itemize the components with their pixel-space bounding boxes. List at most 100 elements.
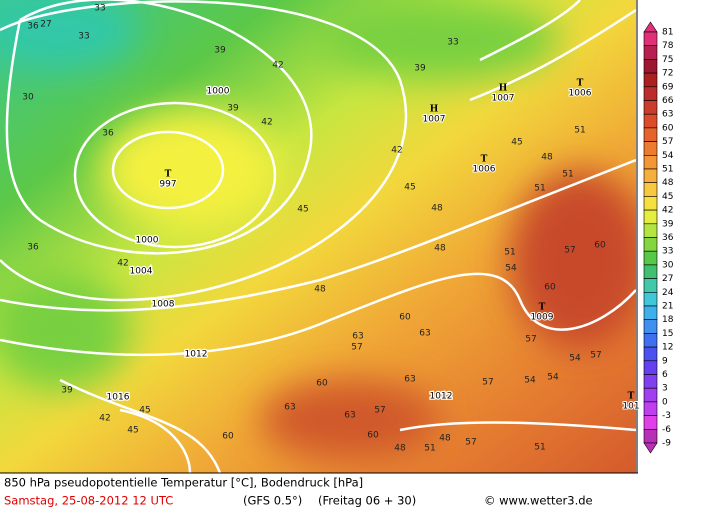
colorbar-label: 39 [662, 219, 674, 229]
pressure-symbol: H [499, 84, 508, 94]
temperature-label: 54 [569, 354, 581, 364]
map-field [0, 0, 636, 473]
temperature-label: 33 [94, 4, 105, 14]
temperature-label: 60 [222, 432, 234, 442]
temperature-label: 63 [344, 411, 355, 421]
isobar-label: 1008 [152, 300, 175, 310]
colorbar-box [643, 264, 658, 279]
temperature-label: 45 [297, 205, 308, 215]
colorbar-label: 54 [662, 151, 674, 161]
colorbar-label: 30 [662, 260, 674, 270]
temperature-label: 60 [399, 313, 411, 323]
temperature-label: 63 [404, 375, 415, 385]
temperature-label: 42 [99, 414, 110, 424]
isobar-label: 1016 [107, 393, 130, 403]
colorbar-box [643, 182, 658, 197]
isobar-label: 1012 [430, 392, 453, 402]
pressure-value: 1009 [531, 313, 554, 323]
temperature-label: 57 [482, 378, 493, 388]
temperature-label: 42 [117, 259, 128, 269]
colorbar-box [643, 45, 658, 60]
pressure-value: 1006 [473, 165, 496, 175]
colorbar-box [643, 141, 658, 156]
isobar-label: 1004 [130, 267, 153, 277]
temperature-label: 51 [534, 443, 545, 453]
colorbar-label: 81 [662, 28, 673, 38]
pressure-value: 1007 [423, 115, 446, 125]
colorbar-label: 69 [662, 82, 674, 92]
isobar-label: 1000 [136, 236, 159, 246]
colorbar-label: 66 [662, 96, 674, 106]
temperature-label: 36 [102, 129, 114, 139]
colorbar-label: 36 [662, 233, 674, 243]
temperature-label: 48 [314, 285, 326, 295]
colorbar-label: 24 [662, 288, 674, 298]
pressure-value: 1007 [492, 94, 515, 104]
temperature-label: 39 [227, 104, 239, 114]
temperature-label: 57 [590, 351, 601, 361]
temperature-label: 63 [419, 329, 430, 339]
pressure-value: 1006 [569, 89, 592, 99]
temperature-label: 42 [272, 61, 283, 71]
colorbar-box [643, 291, 658, 307]
colorbar-label: 45 [662, 192, 673, 202]
temperature-label: 42 [261, 118, 272, 128]
colorbar-box [643, 113, 658, 129]
colorbar-box [643, 155, 658, 170]
colorbar-box [643, 196, 658, 211]
isobar-label: 1000 [207, 87, 230, 97]
colorbar-label: 9 [662, 356, 668, 366]
colorbar-label: -3 [662, 411, 671, 421]
colorbar-box [643, 346, 658, 362]
colorbar-label: -9 [662, 439, 671, 449]
pressure-symbol: T [165, 170, 172, 180]
colorbar-box [643, 86, 658, 101]
temperature-label: 39 [214, 46, 226, 56]
pressure-symbol: T [628, 392, 635, 402]
colorbar-box [643, 250, 658, 266]
colorbar-label: 63 [662, 110, 673, 120]
colorbar-box [643, 374, 658, 389]
colorbar-label: 33 [662, 247, 673, 257]
colorbar-box [643, 31, 658, 46]
pressure-value: 997 [159, 180, 176, 190]
pressure-symbol: T [577, 79, 584, 89]
temperature-label: 57 [564, 246, 575, 256]
colorbar-label: 27 [662, 274, 673, 284]
colorbar-label: 60 [662, 123, 674, 133]
colorbar-label: 21 [662, 302, 673, 312]
temperature-label: 60 [316, 379, 328, 389]
temperature-label: 30 [22, 93, 34, 103]
colorbar-label: 6 [662, 370, 668, 380]
colorbar-box [643, 223, 658, 238]
temperature-label: 33 [447, 38, 458, 48]
colorbar-label: 15 [662, 329, 673, 339]
temperature-label: 51 [534, 184, 545, 194]
map-run: (Freitag 06 + 30) [318, 494, 416, 508]
colorbar-box [643, 415, 658, 430]
temperature-label: 48 [434, 244, 446, 254]
colorbar-box [643, 72, 658, 88]
temperature-label: 48 [541, 153, 553, 163]
colorbar-box [643, 237, 658, 252]
temperature-label: 54 [505, 264, 517, 274]
temperature-label: 60 [544, 283, 556, 293]
colorbar-box [643, 59, 658, 74]
colorbar-label: 18 [662, 315, 674, 325]
temperature-label: 57 [465, 438, 476, 448]
pressure-symbol: T [539, 303, 546, 313]
map-credit: © www.wetter3.de [484, 494, 593, 508]
colorbar-box [643, 209, 658, 225]
colorbar-label: 3 [662, 384, 668, 394]
colorbar-label: 12 [662, 343, 673, 353]
temperature-label: 54 [547, 373, 559, 383]
pressure-symbol: H [430, 105, 439, 115]
temperature-label: 48 [394, 444, 406, 454]
temperature-label: 45 [127, 426, 138, 436]
colorbar-label: 48 [662, 178, 674, 188]
colorbar-label: 57 [662, 137, 673, 147]
colorbar-label: 0 [662, 397, 668, 407]
colorbar-box [643, 305, 658, 320]
temperature-label: 36 [27, 22, 39, 32]
colorbar-box [643, 319, 658, 334]
